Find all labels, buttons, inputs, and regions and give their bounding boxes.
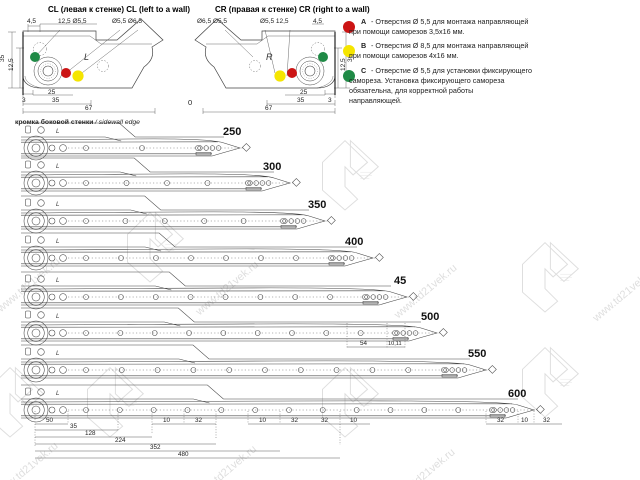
svg-text:35: 35 (297, 97, 305, 104)
svg-text:350: 350 (308, 199, 326, 211)
svg-text:400: 400 (345, 236, 363, 248)
svg-text:250: 250 (223, 126, 241, 138)
svg-text:/ sidewall edge: / sidewall edge (94, 119, 140, 126)
svg-text:L: L (56, 277, 60, 284)
svg-text:12,5: 12,5 (340, 58, 347, 71)
svg-text:3: 3 (328, 97, 332, 104)
svg-text:Ø5,5 12,5: Ø5,5 12,5 (260, 18, 289, 25)
svg-text:4,5: 4,5 (27, 18, 36, 25)
svg-text:35: 35 (70, 423, 78, 430)
svg-text:- Отверстия Ø 5,5 для монтажа: - Отверстия Ø 5,5 для монтажа направляющ… (371, 17, 528, 26)
svg-text:R: R (266, 52, 273, 62)
svg-text:L: L (56, 350, 60, 357)
svg-text:480: 480 (178, 451, 189, 458)
svg-text:45: 45 (394, 275, 406, 287)
svg-text:3: 3 (22, 97, 26, 104)
svg-text:обязательна, для корректной ра: обязательна, для корректной работы (349, 86, 473, 95)
svg-text:кромка боковой стенки: кромка боковой стенки (15, 118, 93, 126)
svg-text:B: B (361, 41, 366, 50)
svg-text:25: 25 (300, 89, 308, 96)
svg-text:при помощи саморезов 3,5х16 мм: при помощи саморезов 3,5х16 мм. (349, 27, 465, 36)
svg-text:600: 600 (508, 388, 526, 400)
svg-text:25: 25 (48, 89, 56, 96)
svg-text:10: 10 (521, 417, 529, 424)
svg-text:12,5 Ø5,5: 12,5 Ø5,5 (58, 18, 87, 25)
svg-text:224: 224 (115, 437, 126, 444)
svg-text:саморeза. Установка фиксирующе: саморeза. Установка фиксирующего саморeз… (349, 76, 505, 85)
svg-text:500: 500 (421, 311, 439, 323)
svg-text:352: 352 (150, 444, 161, 451)
svg-text:- Отверстие Ø 5,5 для установк: - Отверстие Ø 5,5 для установки фиксирую… (371, 66, 532, 75)
svg-text:C: C (361, 66, 366, 75)
svg-text:L: L (56, 238, 60, 245)
svg-text:128: 128 (85, 430, 96, 437)
svg-text:12,5: 12,5 (8, 58, 15, 71)
svg-text:A: A (361, 17, 366, 26)
svg-text:L: L (56, 201, 60, 208)
svg-text:- Отверстия Ø 8,5 для монтажа: - Отверстия Ø 8,5 для монтажа направляющ… (371, 41, 528, 50)
svg-text:10,11: 10,11 (388, 341, 402, 347)
svg-text:L: L (56, 128, 60, 135)
svg-text:35: 35 (0, 54, 6, 62)
svg-text:направляющей.: направляющей. (349, 96, 402, 105)
svg-text:67: 67 (85, 105, 93, 112)
svg-text:32: 32 (543, 417, 551, 424)
svg-text:4,5: 4,5 (313, 18, 322, 25)
svg-text:300: 300 (263, 161, 281, 173)
svg-text:L: L (84, 52, 89, 62)
svg-text:при помощи саморезов 4х16 мм.: при помощи саморезов 4х16 мм. (349, 51, 459, 60)
svg-text:CR (правая к стенке) CR (right: CR (правая к стенке) CR (right to a wall… (215, 5, 370, 14)
svg-text:67: 67 (265, 105, 273, 112)
svg-text:0: 0 (188, 98, 192, 107)
svg-text:L: L (56, 313, 60, 320)
svg-text:550: 550 (468, 348, 486, 360)
svg-text:L: L (56, 390, 60, 397)
svg-text:35: 35 (52, 97, 60, 104)
svg-text:CL (левая к стенке) CL (left t: CL (левая к стенке) CL (left to a wall) (48, 5, 190, 14)
svg-text:L: L (56, 163, 60, 170)
